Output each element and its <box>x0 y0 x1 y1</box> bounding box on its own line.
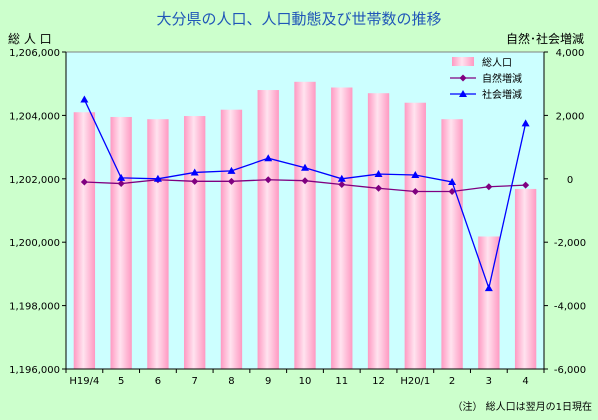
left-axis-title: 総 人 口 <box>8 32 52 46</box>
point <box>522 181 530 189</box>
right-tick-label: -2,000 <box>554 238 586 249</box>
x-tick-label: 2 <box>449 376 455 387</box>
legend-label: 自然増減 <box>482 72 522 85</box>
point <box>411 187 419 195</box>
bar <box>367 93 390 370</box>
right-tick-label: -6,000 <box>554 365 586 376</box>
x-tick-label: 5 <box>118 376 124 387</box>
left-tick-label: 1,198,000 <box>9 302 60 313</box>
point <box>227 177 235 185</box>
bar <box>147 119 169 369</box>
x-tick-label: 10 <box>299 376 312 387</box>
point <box>411 170 420 178</box>
point <box>153 174 162 182</box>
x-tick-label: 12 <box>372 376 385 387</box>
x-tick-label: 8 <box>228 376 234 387</box>
legend-swatch <box>452 57 474 66</box>
x-tick-label: H20/1 <box>400 376 430 387</box>
point <box>375 184 383 192</box>
point <box>117 180 125 188</box>
point <box>191 177 199 185</box>
bar <box>478 236 500 369</box>
bar <box>441 119 463 369</box>
point <box>80 95 89 103</box>
x-tick-label: H19/4 <box>69 376 99 387</box>
left-tick-label: 1,204,000 <box>9 111 60 122</box>
bar <box>404 102 426 369</box>
bar <box>331 87 353 369</box>
point <box>264 176 272 184</box>
chart-title: 大分県の人口、人口動態及び世帯数の推移 <box>156 10 441 28</box>
legend-label: 総人口 <box>482 56 512 69</box>
bar <box>294 81 316 369</box>
point <box>117 173 126 181</box>
x-tick-label: 11 <box>335 376 348 387</box>
line-series <box>80 95 530 292</box>
legend-marker <box>459 74 467 82</box>
point <box>80 178 88 186</box>
right-tick-label: -4,000 <box>554 302 586 313</box>
bar <box>73 112 96 369</box>
point <box>374 170 383 178</box>
point <box>485 183 493 191</box>
point <box>190 168 199 176</box>
point <box>301 177 309 185</box>
point <box>448 187 456 195</box>
x-tick-label: 3 <box>486 376 492 387</box>
right-tick-label: 0 <box>567 175 573 186</box>
left-tick-label: 1,206,000 <box>9 48 60 59</box>
right-tick-label: 2,000 <box>556 111 585 122</box>
left-tick-label: 1,202,000 <box>9 175 60 186</box>
point <box>337 174 346 182</box>
point <box>301 163 309 171</box>
legend-marker <box>459 90 467 97</box>
footnote: （注） 総人口は翌月の1日現在 <box>452 400 592 413</box>
x-tick-label: 6 <box>155 376 161 387</box>
point <box>264 154 273 162</box>
point <box>448 177 457 185</box>
x-tick-label: 7 <box>192 376 198 387</box>
left-tick-label: 1,196,000 <box>9 365 60 376</box>
bar <box>184 116 206 369</box>
bar <box>110 116 132 369</box>
bar <box>220 109 243 369</box>
point <box>338 181 346 189</box>
bar <box>257 90 279 369</box>
legend-label: 社会増減 <box>482 88 522 101</box>
x-tick-label: 9 <box>265 376 271 387</box>
point <box>484 284 493 292</box>
right-axis-title: 自然･社会増減 <box>506 31 584 46</box>
right-tick-label: 4,000 <box>556 48 585 59</box>
point <box>521 119 530 127</box>
axes: 1,196,000 1,198,000 1,200,000 1,202,000 1,20… <box>9 48 586 387</box>
bar <box>514 188 537 369</box>
x-tick-label: 4 <box>522 376 528 387</box>
left-tick-label: 1,200,000 <box>9 238 60 249</box>
point <box>227 166 236 174</box>
